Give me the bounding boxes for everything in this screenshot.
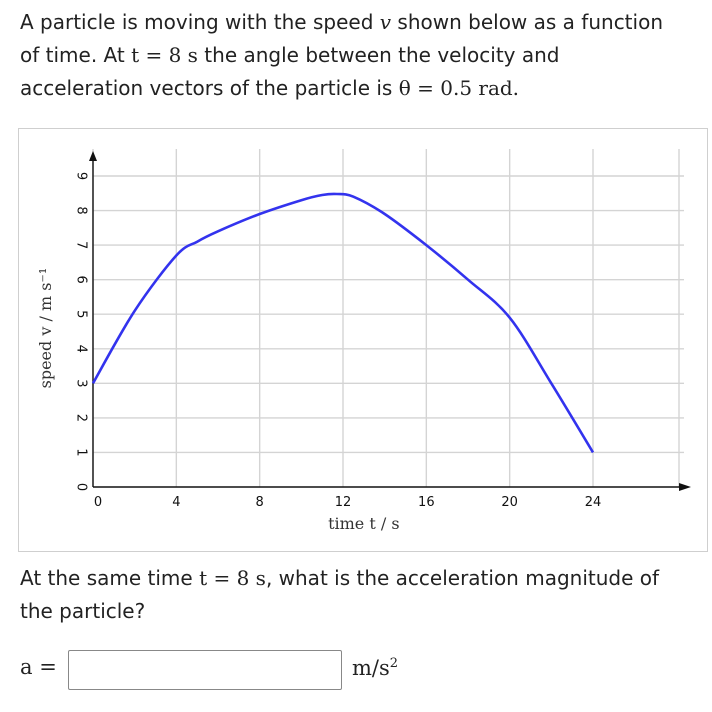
y-axis-arrow [89,151,97,161]
x-tick-label: 20 [501,495,518,510]
x-tick-label: 8 [256,495,264,510]
time-equation: t = 8 s [199,566,266,590]
question-text: , what is the acceleration magnitude of [265,566,660,590]
time-equation: t = 8 s [131,43,198,67]
answer-label: a = [20,655,57,679]
answer-row: a = m/s2 [20,650,700,690]
x-axis-arrow [679,483,691,491]
x-tick-label: 4 [172,495,180,510]
y-tick-label: 9 [74,172,89,180]
y-tick-label: 2 [74,414,89,422]
y-tick-label: 5 [74,310,89,318]
unit-base: m/s [352,656,390,680]
y-tick-label: 0 [74,483,89,491]
question-text: the particle? [20,599,146,623]
question-text: of time. At [20,43,132,67]
y-tick-label: 8 [74,206,89,214]
y-tick-label: 4 [74,345,89,353]
question-text: At the same time [20,566,200,590]
y-axis-label: speed v / m s⁻¹ [36,268,55,389]
question-text: A particle is moving with the speed [20,10,380,34]
y-tick-label: 3 [74,379,89,387]
y-tick-label: 6 [74,276,89,284]
y-tick-label: 7 [74,241,89,249]
question-text: acceleration vectors of the particle is [20,76,399,100]
speed-curve [91,192,595,454]
x-tick-label: 0 [94,495,102,510]
x-tick-label: 16 [418,495,435,510]
figure-box: 0 4 8 12 16 20 24 0 1 2 3 4 5 6 7 8 9 time t / s speed v /… [18,128,708,552]
x-axis-label: time t / s [328,514,399,533]
unit-exponent: 2 [389,656,399,671]
x-tick-label: 12 [335,495,352,510]
question-followup: At the same time t = 8 s, what is the ac… [20,562,700,628]
question-text: the angle between the velocity and [197,43,560,67]
answer-unit: m/s2 [352,656,398,680]
variable-v: v [379,10,392,34]
acceleration-answer-input[interactable] [68,650,342,690]
question-intro: A particle is moving with the speed v sh… [20,6,700,105]
x-tick-label: 24 [585,495,602,510]
question-text: shown below as a function [391,10,663,34]
angle-equation: θ = 0.5 rad. [398,76,520,100]
y-tick-label: 1 [74,448,89,456]
